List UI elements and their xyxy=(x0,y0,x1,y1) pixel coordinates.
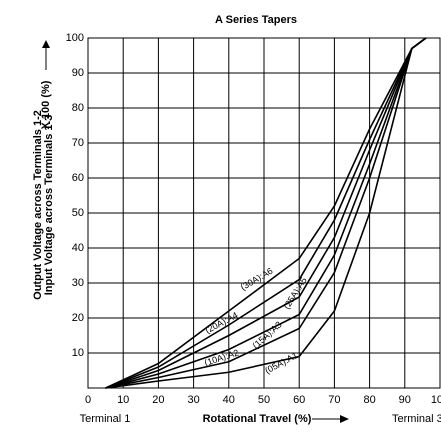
chart-title: A Series Tapers xyxy=(215,14,297,26)
y-label-denominator: Input Voltage across Terminals 1-3 xyxy=(43,115,55,296)
curve-label: (30A):A6 xyxy=(239,266,275,292)
x-start-label: Terminal 1 xyxy=(80,413,131,425)
x-tick-label: 100 xyxy=(431,394,441,406)
y-tick-label: 20 xyxy=(72,312,84,324)
x-tick-label: 80 xyxy=(363,394,375,406)
x-tick-label: 10 xyxy=(117,394,129,406)
y-tick-label: 10 xyxy=(72,347,84,359)
x-label: Rotational Travel (%) xyxy=(203,413,312,425)
y-label-numerator: Output Voltage across Terminals 1-2 xyxy=(32,110,44,300)
x-tick-label: 0 xyxy=(85,394,91,406)
x-tick-label: 30 xyxy=(187,394,199,406)
curve-label: (15A):A3 xyxy=(251,319,284,350)
y-tick-label: 90 xyxy=(72,67,84,79)
taper-curve xyxy=(105,37,427,389)
y-tick-label: 40 xyxy=(72,242,84,254)
curve-label: (20A):A4 xyxy=(203,310,239,336)
x-tick-label: 20 xyxy=(152,394,164,406)
x-tick-label: 90 xyxy=(399,394,411,406)
x-tick-label: 50 xyxy=(258,394,270,406)
taper-curve xyxy=(105,37,427,389)
taper-curve xyxy=(105,37,427,389)
curve-label: (05A):A1 xyxy=(263,350,299,376)
x-tick-label: 60 xyxy=(293,394,305,406)
y-tick-label: 100 xyxy=(66,32,84,44)
x-tick-label: 40 xyxy=(223,394,235,406)
taper-curve xyxy=(105,37,427,389)
y-tick-label: 50 xyxy=(72,207,84,219)
y-tick-label: 30 xyxy=(72,277,84,289)
taper-curve xyxy=(105,37,427,389)
x-end-label: Terminal 3 xyxy=(392,413,441,425)
y-tick-label: 80 xyxy=(72,102,84,114)
x-tick-label: 70 xyxy=(328,394,340,406)
y-arrow-head xyxy=(42,40,50,48)
y-label-factor: X 100 (%) xyxy=(40,80,52,129)
x-arrow-head xyxy=(340,415,349,423)
y-tick-label: 60 xyxy=(72,172,84,184)
y-tick-label: 70 xyxy=(72,137,84,149)
curve-label: (10A):A2 xyxy=(203,347,240,367)
